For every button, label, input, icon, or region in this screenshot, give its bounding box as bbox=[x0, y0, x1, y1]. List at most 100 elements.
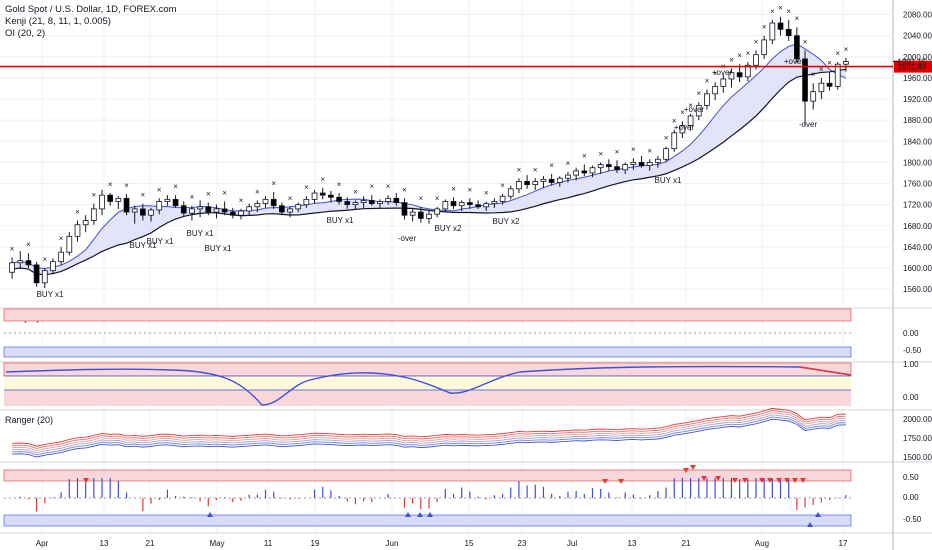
tdi-line bbox=[5, 365, 852, 406]
candle-body bbox=[622, 164, 629, 171]
candle bbox=[565, 171, 571, 183]
candle bbox=[344, 197, 351, 209]
mega-signal-triangle bbox=[683, 468, 689, 473]
candle bbox=[360, 196, 367, 208]
signal-cross: × bbox=[729, 55, 734, 64]
signal-cross: × bbox=[271, 179, 276, 188]
candle-body bbox=[254, 203, 261, 208]
signal-cross: × bbox=[705, 77, 710, 86]
signal-label: BUY x1 bbox=[187, 229, 215, 238]
signal-label: BUY x1 bbox=[205, 244, 233, 253]
x-tick-label: 17 bbox=[839, 539, 848, 548]
candle bbox=[295, 202, 302, 213]
signal-cross: × bbox=[288, 194, 293, 203]
mega-signal-triangle bbox=[618, 479, 624, 484]
signal-cross: × bbox=[566, 159, 571, 168]
candle-body bbox=[630, 162, 637, 165]
candle bbox=[246, 203, 253, 216]
candle-body bbox=[671, 132, 678, 150]
tdi-lower-band bbox=[4, 390, 851, 406]
candle-body bbox=[295, 204, 302, 210]
signal-cross: × bbox=[770, 7, 775, 16]
candle-body bbox=[736, 72, 743, 78]
x-tick-label: 13 bbox=[628, 539, 637, 548]
x-tick-label: 11 bbox=[264, 539, 273, 548]
candle-body bbox=[352, 202, 359, 206]
signal-cross: × bbox=[672, 117, 677, 126]
signal-cross: × bbox=[795, 14, 800, 23]
signal-cross: × bbox=[533, 165, 538, 174]
mega-upper-band bbox=[3, 469, 852, 482]
candle bbox=[401, 198, 408, 220]
candle-body bbox=[753, 54, 759, 66]
signal-cross: × bbox=[811, 70, 816, 79]
signal-label: BUY x1 bbox=[37, 290, 65, 299]
y-tick-label: 1760.00 bbox=[903, 180, 932, 189]
signal-cross: × bbox=[664, 134, 669, 143]
candle bbox=[221, 201, 228, 216]
ranger-tick: 1500.00 bbox=[903, 453, 932, 462]
signal-label: BUY x1 bbox=[655, 176, 683, 185]
tdi-mid-zone bbox=[4, 376, 851, 390]
mega-signal-triangle bbox=[759, 478, 765, 483]
y-tick-label: 1800.00 bbox=[903, 158, 932, 167]
candle-body bbox=[679, 125, 686, 134]
candle-body bbox=[205, 206, 212, 213]
mega-signal-triangle bbox=[742, 478, 748, 483]
msi-tick: 0.00 bbox=[903, 329, 919, 338]
mega-tick: 0.50 bbox=[903, 473, 919, 482]
signal-cross: × bbox=[75, 208, 80, 217]
candle bbox=[499, 194, 506, 205]
signal-cross: × bbox=[206, 190, 211, 199]
candle-body bbox=[197, 206, 203, 210]
candle bbox=[507, 185, 514, 200]
y-tick-label: 1880.00 bbox=[903, 116, 932, 125]
candle bbox=[426, 211, 432, 224]
candle bbox=[720, 74, 727, 93]
candle-body bbox=[761, 39, 768, 56]
candle bbox=[794, 27, 800, 64]
signal-cross: × bbox=[484, 188, 489, 197]
candle-body bbox=[687, 115, 694, 126]
candle-body bbox=[843, 61, 849, 65]
candle bbox=[810, 83, 817, 110]
signal-cross: × bbox=[124, 181, 129, 190]
candle-body bbox=[540, 178, 547, 182]
y-tick-label: 2080.00 bbox=[903, 11, 932, 20]
signal-cross: × bbox=[108, 180, 113, 189]
y-tick-label: 1960.00 bbox=[903, 74, 932, 83]
candle bbox=[524, 175, 530, 189]
candle-body bbox=[344, 201, 351, 206]
ranger-line bbox=[12, 407, 846, 447]
mega-signal-triangle bbox=[807, 522, 813, 527]
tdi-tick: 1.00 bbox=[903, 360, 919, 369]
candle-body bbox=[417, 211, 424, 219]
candle-body bbox=[573, 170, 579, 176]
candle-body bbox=[189, 208, 195, 214]
candle-body bbox=[368, 200, 375, 205]
legend-oi[interactable]: OI (20, 2) bbox=[5, 28, 46, 39]
candle bbox=[655, 156, 661, 168]
ranger-title: Ranger (20) bbox=[5, 415, 53, 425]
kenji-fast-line bbox=[12, 43, 847, 269]
signal-label: BUY x1 bbox=[327, 216, 355, 225]
candle bbox=[417, 206, 424, 223]
x-tick-label: 21 bbox=[682, 539, 691, 548]
candle bbox=[123, 194, 130, 216]
candle-body bbox=[434, 208, 441, 215]
candle-body bbox=[25, 260, 32, 266]
signal-cross: × bbox=[402, 185, 407, 194]
candle bbox=[115, 196, 122, 209]
legend-kenji[interactable]: Kenji (21, 8, 11, 1, 0.005) bbox=[5, 16, 111, 27]
candle-body bbox=[33, 264, 40, 284]
candle-body bbox=[123, 197, 130, 213]
mega-signal-triangle bbox=[784, 478, 790, 483]
candle-body bbox=[802, 58, 808, 102]
candle-body bbox=[238, 210, 244, 216]
signal-cross: × bbox=[680, 108, 685, 117]
legend-main[interactable]: Gold Spot / U.S. Dollar, 1D, FOREX.com bbox=[5, 4, 177, 15]
candle bbox=[25, 253, 32, 269]
msi-lower-band bbox=[3, 346, 852, 358]
ranger-line bbox=[12, 412, 846, 452]
